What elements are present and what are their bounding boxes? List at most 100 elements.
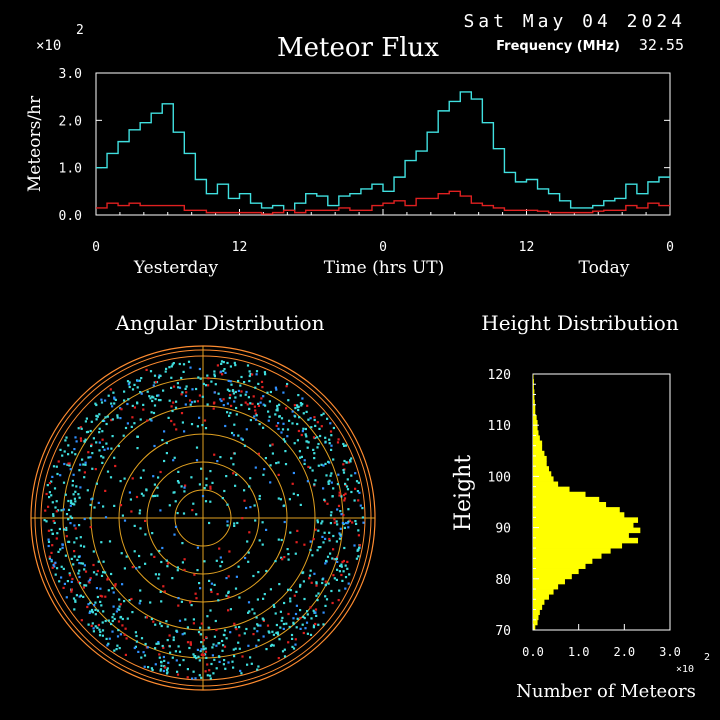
meteor-point xyxy=(287,641,290,644)
meteor-point xyxy=(186,668,189,671)
meteor-point xyxy=(110,419,113,422)
meteor-point xyxy=(101,419,104,422)
meteor-point xyxy=(111,435,114,438)
meteor-point xyxy=(254,466,257,469)
meteor-point xyxy=(88,611,91,614)
meteor-point xyxy=(328,531,331,534)
meteor-point xyxy=(89,503,92,507)
meteor-point xyxy=(297,429,300,433)
meteor-point xyxy=(358,546,361,549)
meteor-point xyxy=(190,401,194,404)
meteor-point xyxy=(316,446,319,449)
meteor-point xyxy=(189,403,192,406)
meteor-point xyxy=(157,394,160,397)
meteor-point xyxy=(330,472,333,475)
meteor-point xyxy=(48,491,51,494)
meteor-point xyxy=(74,453,77,456)
meteor-point xyxy=(279,498,282,501)
meteor-point xyxy=(71,451,74,454)
meteor-point xyxy=(165,620,168,623)
meteor-point xyxy=(137,650,140,653)
meteor-point xyxy=(200,622,203,625)
meteor-point xyxy=(87,456,90,459)
meteor-point xyxy=(299,627,302,630)
meteor-point xyxy=(299,585,302,588)
meteor-point xyxy=(238,647,241,650)
meteor-point xyxy=(87,603,90,606)
meteor-point xyxy=(299,617,302,620)
meteor-point xyxy=(190,604,193,607)
height-bar xyxy=(533,420,538,426)
meteor-point xyxy=(258,539,261,542)
meteor-point xyxy=(260,380,264,383)
meteor-point xyxy=(294,415,297,418)
meteor-point xyxy=(246,364,250,367)
meteor-point xyxy=(204,500,208,503)
meteor-point xyxy=(276,407,279,410)
meteor-point xyxy=(257,624,260,627)
meteor-point xyxy=(297,394,300,397)
meteor-point xyxy=(222,398,225,401)
meteor-point xyxy=(73,555,76,558)
meteor-point xyxy=(152,411,156,415)
meteor-point xyxy=(65,513,69,516)
meteor-point xyxy=(307,465,310,468)
meteor-point xyxy=(197,376,200,379)
meteor-point xyxy=(304,427,307,431)
meteor-point xyxy=(200,467,203,470)
meteor-point xyxy=(72,493,75,496)
meteor-point xyxy=(72,563,75,566)
meteor-point xyxy=(94,601,97,604)
meteor-point xyxy=(111,418,114,421)
meteor-point xyxy=(65,526,68,530)
meteor-point xyxy=(50,494,53,497)
meteor-point xyxy=(75,537,78,540)
meteor-point xyxy=(281,616,284,619)
meteor-point xyxy=(171,409,174,413)
meteor-point xyxy=(222,369,225,373)
meteor-point xyxy=(213,370,216,373)
meteor-point xyxy=(79,544,82,547)
meteor-point xyxy=(142,408,145,411)
meteor-point xyxy=(223,368,226,371)
meteor-point xyxy=(73,550,76,553)
meteor-point xyxy=(319,546,322,549)
meteor-point xyxy=(77,427,80,430)
meteor-point xyxy=(288,625,291,629)
meteor-point xyxy=(71,479,74,482)
meteor-point xyxy=(187,360,191,363)
meteor-point xyxy=(119,407,122,410)
meteor-point xyxy=(73,541,76,544)
meteor-point xyxy=(92,437,95,440)
meteor-point xyxy=(329,474,332,477)
meteor-point xyxy=(204,650,208,653)
meteor-point xyxy=(233,522,236,525)
meteor-point xyxy=(183,490,186,493)
meteor-point xyxy=(172,459,175,462)
meteor-point xyxy=(60,576,63,579)
meteor-point xyxy=(83,568,86,571)
meteor-point xyxy=(113,396,116,399)
meteor-point xyxy=(284,440,287,443)
meteor-point xyxy=(304,627,307,630)
flux-x-tick-label: 0 xyxy=(92,240,100,255)
meteor-point xyxy=(246,663,249,666)
meteor-point xyxy=(289,597,292,600)
meteor-point xyxy=(75,485,78,488)
meteor-point xyxy=(333,558,336,561)
height-bar xyxy=(533,517,639,523)
meteor-point xyxy=(184,394,188,397)
meteor-point xyxy=(233,400,236,403)
meteor-point xyxy=(116,644,119,647)
meteor-point xyxy=(249,506,252,509)
meteor-point xyxy=(348,461,351,464)
meteor-point xyxy=(243,632,246,635)
meteor-point xyxy=(262,395,265,398)
meteor-point xyxy=(359,504,362,507)
meteor-point xyxy=(316,549,319,552)
meteor-point xyxy=(335,557,338,560)
meteor-point xyxy=(195,446,199,449)
meteor-point xyxy=(74,490,77,493)
meteor-point xyxy=(146,390,149,393)
meteor-point xyxy=(113,402,116,405)
